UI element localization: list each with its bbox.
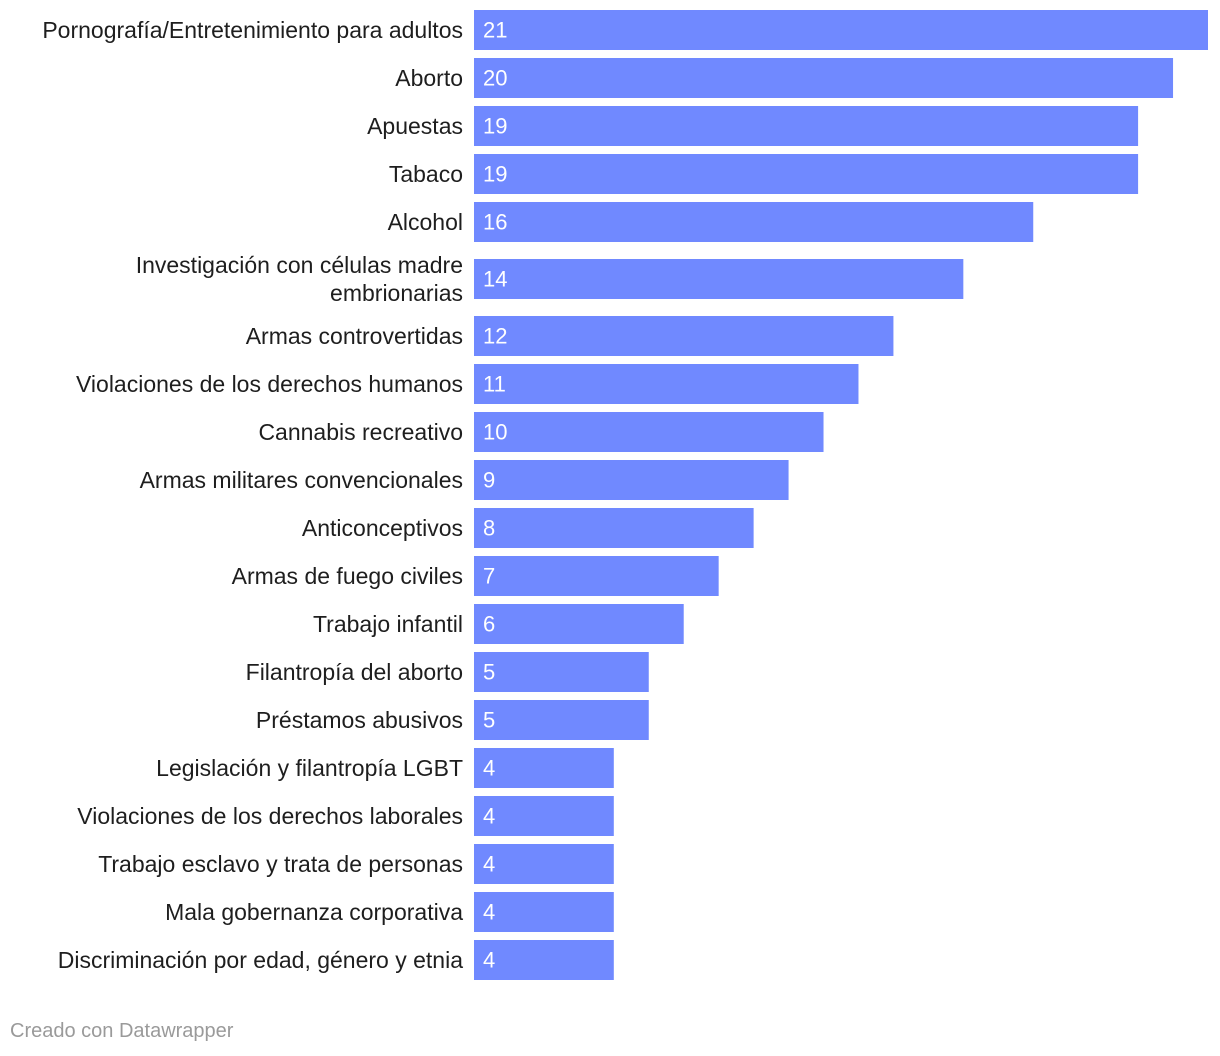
bar-value-label: 4 xyxy=(483,804,495,829)
bar xyxy=(474,202,1034,242)
bar-row: 6 Trabajo infantil xyxy=(313,604,684,644)
bar xyxy=(474,364,859,404)
bar-row: 10 Cannabis recreativo xyxy=(258,412,824,452)
bar xyxy=(474,844,614,884)
category-label: Discriminación por edad, género y etnia xyxy=(58,947,463,973)
bar xyxy=(474,700,649,740)
bar-value-label: 19 xyxy=(483,114,507,139)
bar-value-label: 19 xyxy=(483,162,507,187)
bar-row: 14 Investigación con células madreembrion… xyxy=(136,252,964,306)
bar-value-label: 12 xyxy=(483,324,507,349)
category-label: Alcohol xyxy=(388,209,463,235)
category-label: Cannabis recreativo xyxy=(258,419,463,445)
bar-row: 7 Armas de fuego civiles xyxy=(232,556,719,596)
bar-row: 11 Violaciones de los derechos humanos xyxy=(76,364,859,404)
bar-value-label: 20 xyxy=(483,66,507,91)
bar-row: 8 Anticonceptivos xyxy=(302,508,754,548)
category-label: Armas controvertidas xyxy=(246,323,463,349)
bar-row: 12 Armas controvertidas xyxy=(246,316,894,356)
bar-value-label: 4 xyxy=(483,756,495,781)
category-label: Legislación y filantropía LGBT xyxy=(156,755,463,781)
category-label: Mala gobernanza corporativa xyxy=(165,899,463,925)
bar xyxy=(474,604,684,644)
bar-value-label: 5 xyxy=(483,660,495,685)
bar xyxy=(474,106,1139,146)
category-label: Violaciones de los derechos humanos xyxy=(76,371,463,397)
bar-row: 21 Pornografía/Entretenimiento para adult… xyxy=(42,10,1208,50)
category-label: Armas militares convencionales xyxy=(140,467,463,493)
category-label: Filantropía del aborto xyxy=(246,659,463,685)
bar-row: 9 Armas militares convencionales xyxy=(140,460,789,500)
bar-row: 5 Préstamos abusivos xyxy=(256,700,649,740)
bar-value-label: 6 xyxy=(483,612,495,637)
bar-value-label: 11 xyxy=(483,372,506,397)
bar-value-label: 21 xyxy=(483,18,507,43)
bar-value-label: 4 xyxy=(483,900,495,925)
bar xyxy=(474,940,614,980)
bar-row: 16 Alcohol xyxy=(388,202,1034,242)
category-label: embrionarias xyxy=(330,280,463,306)
bar-value-label: 4 xyxy=(483,948,495,973)
bar-value-label: 16 xyxy=(483,210,507,235)
bar xyxy=(474,154,1139,194)
category-label: Investigación con células madre xyxy=(136,252,463,278)
bar-row: 4 Mala gobernanza corporativa xyxy=(165,892,614,932)
bar xyxy=(474,259,964,299)
bar xyxy=(474,556,719,596)
bar-value-label: 7 xyxy=(483,564,495,589)
bar xyxy=(474,652,649,692)
bar xyxy=(474,748,614,788)
bar xyxy=(474,58,1174,98)
category-label: Apuestas xyxy=(367,113,463,139)
category-label: Violaciones de los derechos laborales xyxy=(77,803,463,829)
bar-row: 4 Trabajo esclavo y trata de personas xyxy=(98,844,614,884)
bar-row: 20 Aborto xyxy=(395,58,1174,98)
bar xyxy=(474,796,614,836)
bar-value-label: 8 xyxy=(483,516,495,541)
bar xyxy=(474,316,894,356)
bar-row: 4 Discriminación por edad, género y etnia xyxy=(58,940,614,980)
bar-row: 19 Apuestas xyxy=(367,106,1139,146)
category-label: Tabaco xyxy=(389,161,463,187)
bar-row: 19 Tabaco xyxy=(389,154,1139,194)
bar xyxy=(474,10,1208,50)
bar xyxy=(474,508,754,548)
bar-row: 5 Filantropía del aborto xyxy=(246,652,649,692)
bar-row: 4 Violaciones de los derechos laborales xyxy=(77,796,614,836)
category-label: Pornografía/Entretenimiento para adultos xyxy=(42,17,463,43)
bar-chart: 21 Pornografía/Entretenimiento para adult… xyxy=(42,10,1208,980)
bar-value-label: 14 xyxy=(483,267,507,292)
category-label: Trabajo infantil xyxy=(313,611,463,637)
category-label: Préstamos abusivos xyxy=(256,707,463,733)
bar-row: 4 Legislación y filantropía LGBT xyxy=(156,748,614,788)
category-label: Aborto xyxy=(395,65,463,91)
category-label: Trabajo esclavo y trata de personas xyxy=(98,851,463,877)
datawrapper-credit: Creado con Datawrapper xyxy=(10,1020,234,1042)
bar-value-label: 5 xyxy=(483,708,495,733)
category-label: Armas de fuego civiles xyxy=(232,563,463,589)
bar xyxy=(474,460,789,500)
bar-value-label: 4 xyxy=(483,852,495,877)
bar xyxy=(474,412,824,452)
bar-value-label: 9 xyxy=(483,468,495,493)
bar-value-label: 10 xyxy=(483,420,507,445)
category-label: Anticonceptivos xyxy=(302,515,463,541)
bar xyxy=(474,892,614,932)
